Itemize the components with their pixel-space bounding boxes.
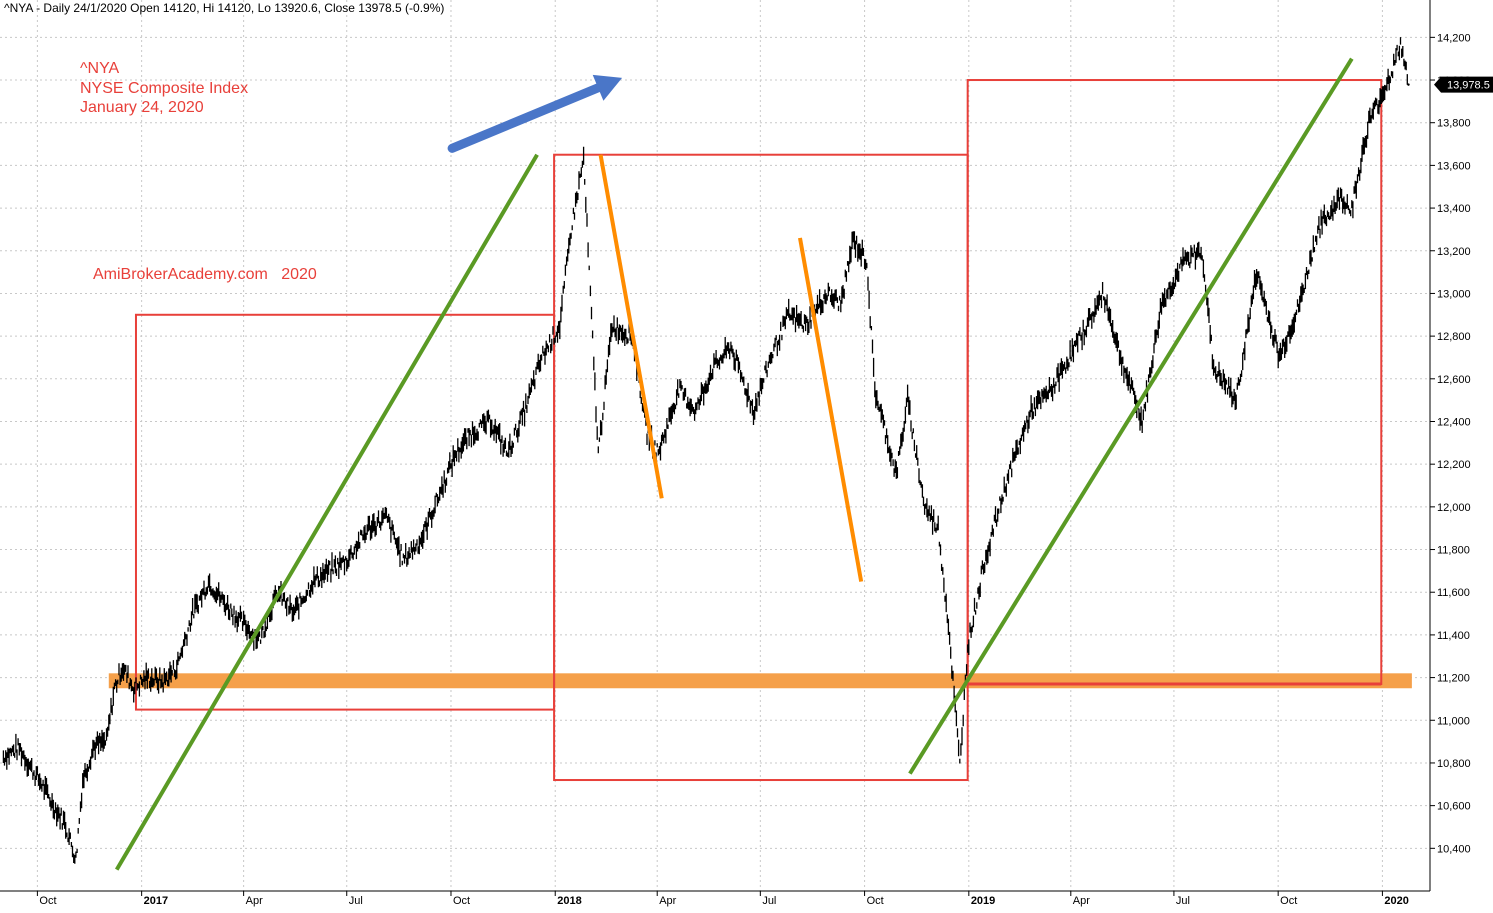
uptrend-line-2	[908, 57, 1354, 775]
y-tick-label: 12,200	[1437, 459, 1471, 471]
y-tick-label: 11,000	[1437, 715, 1470, 727]
x-tick-label: 2017	[144, 895, 168, 907]
y-tick-label: 11,600	[1437, 587, 1470, 599]
y-tick-label: 10,800	[1437, 758, 1471, 770]
last-price-label: 13,978.5	[1434, 76, 1493, 93]
plot-area	[2, 37, 1412, 871]
x-tick-label: Apr	[246, 895, 263, 907]
x-tick-label: Oct	[39, 895, 56, 907]
uptrend-line-1	[114, 153, 539, 871]
y-tick-label: 12,800	[1437, 331, 1471, 343]
trend-arrow-head	[592, 74, 623, 101]
annotation-ticker: ^NYA	[80, 60, 120, 77]
x-tick-label: Jul	[1176, 895, 1190, 907]
x-tick-label: Jul	[762, 895, 776, 907]
y-tick-label: 11,800	[1437, 545, 1470, 557]
x-tick-label: 2020	[1384, 895, 1408, 907]
x-tick-label: Oct	[867, 895, 884, 907]
y-tick-label: 12,600	[1437, 374, 1471, 386]
downtrend-line-1	[598, 154, 664, 499]
y-tick-label: 13,400	[1437, 203, 1471, 215]
x-tick-label: Oct	[453, 895, 470, 907]
support-band	[108, 673, 1412, 689]
x-tick-label: Apr	[1073, 895, 1090, 907]
watermark-text: AmiBrokerAcademy.com 2020	[93, 266, 317, 283]
y-tick-label: 12,400	[1437, 416, 1471, 428]
x-axis: Oct 2017 Apr Jul Oct 2018 Apr Jul Oct 2019 Apr Jul O…	[36, 891, 1409, 907]
y-tick-label: 11,400	[1437, 630, 1470, 642]
last-price-point	[1407, 83, 1410, 86]
y-tick-label: 12,000	[1437, 502, 1471, 514]
annotation-index-name: NYSE Composite Index	[80, 80, 248, 97]
trend-arrow-shaft	[447, 83, 603, 153]
y-tick-label: 13,000	[1437, 288, 1471, 300]
x-tick-label: 2019	[971, 895, 995, 907]
x-tick-label: Apr	[659, 895, 676, 907]
y-tick-label: 13,600	[1437, 160, 1471, 172]
x-tick-label: Jul	[349, 895, 363, 907]
y-tick-label: 13,200	[1437, 246, 1471, 258]
y-tick-label: 13,800	[1437, 118, 1471, 130]
annotation-date: January 24, 2020	[80, 99, 204, 116]
downtrend-line-2	[798, 237, 864, 582]
y-tick-label: 10,600	[1437, 801, 1471, 813]
last-price-text: 13,978.5	[1447, 80, 1490, 92]
y-tick-label: 10,400	[1437, 843, 1471, 855]
x-tick-label: 2018	[557, 895, 581, 907]
x-tick-label: Oct	[1280, 895, 1297, 907]
y-tick-label: 11,200	[1437, 673, 1470, 685]
chart-header: ^NYA - Daily 24/1/2020 Open 14120, Hi 14…	[4, 1, 444, 15]
y-tick-label: 14,200	[1437, 32, 1471, 44]
